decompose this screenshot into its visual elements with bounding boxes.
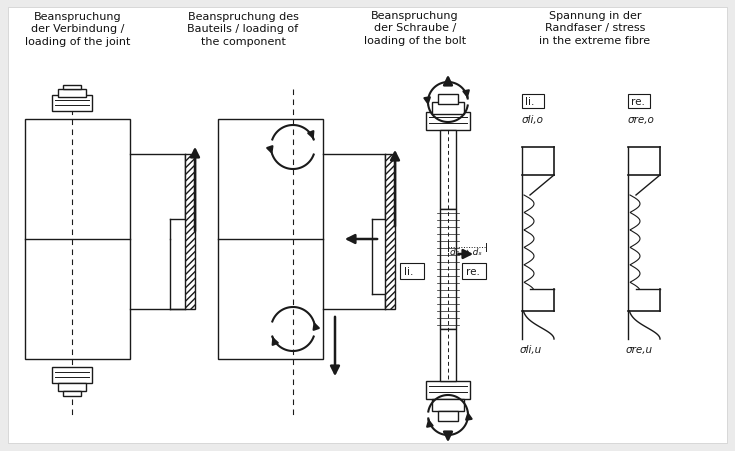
Text: Beanspruchung
der Verbindung /
loading of the joint: Beanspruchung der Verbindung / loading o…: [25, 12, 131, 47]
Bar: [63, 86, 82, 90]
Bar: [438, 411, 458, 421]
Bar: [426, 381, 470, 399]
Bar: [59, 90, 87, 98]
Bar: [426, 113, 470, 131]
Bar: [522, 95, 544, 109]
Text: σli,u: σli,u: [520, 344, 542, 354]
Bar: [462, 263, 486, 279]
Bar: [59, 383, 87, 391]
Bar: [52, 367, 93, 383]
Bar: [440, 131, 456, 210]
Bar: [432, 399, 464, 411]
Bar: [385, 155, 395, 309]
Text: d₁ ≠ dₛ: d₁ ≠ dₛ: [450, 248, 481, 257]
Text: re.: re.: [466, 267, 480, 276]
Text: re.: re.: [631, 97, 645, 107]
Bar: [628, 95, 650, 109]
Text: σre,o: σre,o: [628, 115, 655, 125]
Bar: [400, 263, 424, 279]
Bar: [25, 120, 130, 359]
Bar: [440, 329, 456, 381]
Bar: [432, 103, 464, 115]
Bar: [438, 95, 458, 105]
Text: li.: li.: [525, 97, 534, 107]
Bar: [218, 120, 323, 359]
Text: Beanspruchung
der Schraube /
loading of the bolt: Beanspruchung der Schraube / loading of …: [364, 11, 466, 46]
Text: σre,u: σre,u: [626, 344, 653, 354]
Bar: [185, 155, 195, 309]
Text: li.: li.: [404, 267, 413, 276]
Text: σli,o: σli,o: [522, 115, 544, 125]
Bar: [63, 391, 82, 396]
Text: Spannung in der
Randfaser / stress
in the extreme fibre: Spannung in der Randfaser / stress in th…: [539, 11, 650, 46]
Bar: [52, 96, 93, 112]
Bar: [440, 210, 456, 329]
Text: Beanspruchung des
Bauteils / loading of
the component: Beanspruchung des Bauteils / loading of …: [187, 12, 298, 47]
